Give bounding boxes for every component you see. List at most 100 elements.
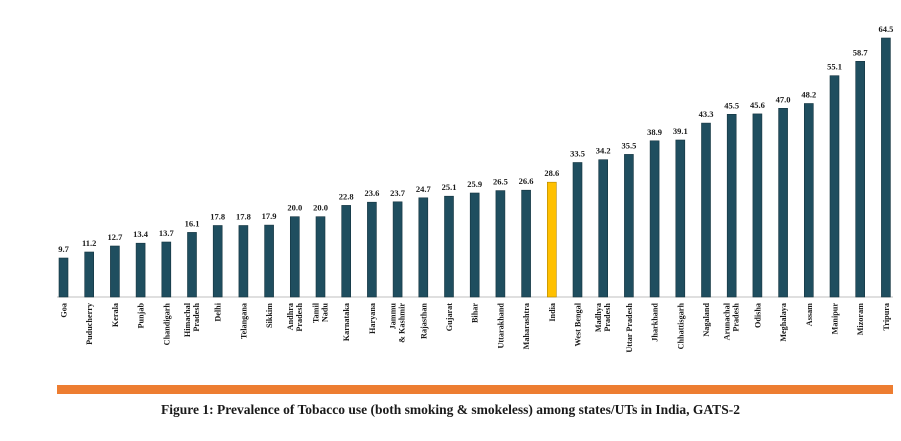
value-label-4: 13.7 <box>159 228 175 238</box>
bar-11 <box>341 205 352 298</box>
value-label-32: 64.5 <box>878 24 893 34</box>
figure-caption: Figure 1: Prevalence of Tobacco use (bot… <box>161 402 740 417</box>
value-label-15: 25.1 <box>442 182 457 192</box>
category-label-7-0: Telangana <box>239 303 248 339</box>
bar-22 <box>624 154 634 298</box>
value-label-7: 17.8 <box>236 212 251 222</box>
category-label-9-1: Pradesh <box>295 303 304 332</box>
value-label-16: 25.9 <box>467 179 482 189</box>
bar-2 <box>110 245 120 298</box>
category-label-22-0: Uttar Pradesh <box>625 303 634 353</box>
category-label-26-0: Arunachal <box>723 302 732 340</box>
bar-7 <box>238 225 249 298</box>
value-label-26: 45.5 <box>724 100 739 110</box>
bar-10 <box>315 216 326 298</box>
value-label-0: 9.7 <box>58 244 69 254</box>
bar-28 <box>778 108 788 298</box>
value-label-28: 47.0 <box>776 94 791 104</box>
value-label-12: 23.6 <box>364 188 379 198</box>
value-label-29: 48.2 <box>801 90 816 100</box>
value-label-8: 17.9 <box>262 211 277 221</box>
category-label-2-0: Kerala <box>111 303 120 327</box>
bar-26 <box>726 114 737 298</box>
bar-1 <box>84 251 94 298</box>
category-label-10-1: Nadu <box>321 303 330 323</box>
category-label-20-0: West Bengal <box>574 302 583 346</box>
value-label-3: 13.4 <box>133 229 149 239</box>
category-label-18-0: Maharashtra <box>522 303 531 349</box>
bar-8 <box>264 224 274 298</box>
category-label-26-1: Pradesh <box>732 303 741 332</box>
category-label-23-0: Jharkhand <box>651 303 660 342</box>
category-label-27-0: Odisha <box>753 303 762 328</box>
category-label-19-0: India <box>548 303 557 322</box>
value-label-2: 12.7 <box>107 232 123 242</box>
category-label-16-0: Bihar <box>471 303 480 323</box>
value-label-11: 22.8 <box>339 191 354 201</box>
bar-0 <box>58 257 69 298</box>
bar-18 <box>521 189 531 298</box>
orange-divider <box>57 385 893 394</box>
value-label-25: 43.3 <box>699 109 714 119</box>
value-label-30: 55.1 <box>827 62 842 72</box>
bar-19 <box>546 181 557 298</box>
value-label-20: 33.5 <box>570 149 585 159</box>
value-label-27: 45.6 <box>750 100 765 110</box>
category-label-29-0: Assam <box>805 303 814 326</box>
bar-30 <box>829 75 840 298</box>
bar-20 <box>572 162 583 298</box>
category-label-30-0: Manipur <box>831 303 840 335</box>
category-label-17-0: Uttarakhand <box>496 303 505 349</box>
bar-17 <box>495 190 506 298</box>
category-label-24-0: Chhattisgarh <box>676 303 685 350</box>
value-label-14: 24.7 <box>416 184 432 194</box>
category-label-3-0: Punjab <box>137 303 146 329</box>
category-labels-group: Goa Puducherry Kerala Punjab Chandigarh Himac… <box>60 302 891 353</box>
value-label-17: 26.5 <box>493 177 508 187</box>
bar-9 <box>289 216 300 298</box>
category-label-12-0: Haryana <box>368 303 377 334</box>
category-label-5-1: Pradesh <box>192 303 201 332</box>
value-label-22: 35.5 <box>621 140 636 150</box>
category-label-0-0: Goa <box>60 303 69 318</box>
value-label-9: 20.0 <box>287 203 302 213</box>
value-label-23: 38.9 <box>647 127 662 137</box>
bar-27 <box>752 113 763 298</box>
value-label-24: 39.1 <box>673 126 688 136</box>
bar-32 <box>881 37 891 298</box>
category-label-4-0: Chandigarh <box>162 303 171 346</box>
bar-4 <box>161 241 172 298</box>
category-label-21-1: Pradesh <box>603 303 612 332</box>
category-label-13-0: Jammu <box>389 303 398 330</box>
category-label-9-0: Andhra <box>286 303 295 330</box>
bar-31 <box>855 60 866 298</box>
bar-chart: 9.7 11.2 12.7 13.4 13.7 16.1 17.8 17.8 17.9 20.0 2… <box>57 24 893 353</box>
category-label-31-0: Mizoram <box>856 303 865 335</box>
category-label-14-0: Rajasthan <box>419 303 428 339</box>
value-label-31: 58.7 <box>853 47 869 57</box>
bar-25 <box>701 122 711 298</box>
bar-15 <box>444 195 454 298</box>
category-label-25-0: Nagaland <box>702 303 711 337</box>
category-label-11-0: Karnataka <box>342 303 351 341</box>
bars-group <box>58 37 891 298</box>
value-label-10: 20.0 <box>313 203 328 213</box>
bar-13 <box>392 201 403 298</box>
value-label-6: 17.8 <box>210 212 225 222</box>
bar-5 <box>187 232 197 298</box>
value-label-18: 26.6 <box>519 176 534 186</box>
category-label-6-0: Delhi <box>214 302 223 321</box>
bar-6 <box>212 225 223 298</box>
category-label-21-0: Madhya <box>594 303 603 332</box>
category-label-8-0: Sikkim <box>265 303 274 328</box>
value-label-13: 23.7 <box>390 188 406 198</box>
value-label-5: 16.1 <box>185 218 200 228</box>
bar-21 <box>598 159 609 298</box>
value-label-1: 11.2 <box>82 238 96 248</box>
category-label-32-0: Tripura <box>882 303 891 331</box>
category-label-1-0: Puducherry <box>85 302 94 345</box>
bar-29 <box>803 103 814 298</box>
bar-12 <box>367 201 377 298</box>
bar-23 <box>649 140 660 298</box>
category-label-28-0: Meghalaya <box>779 303 788 342</box>
